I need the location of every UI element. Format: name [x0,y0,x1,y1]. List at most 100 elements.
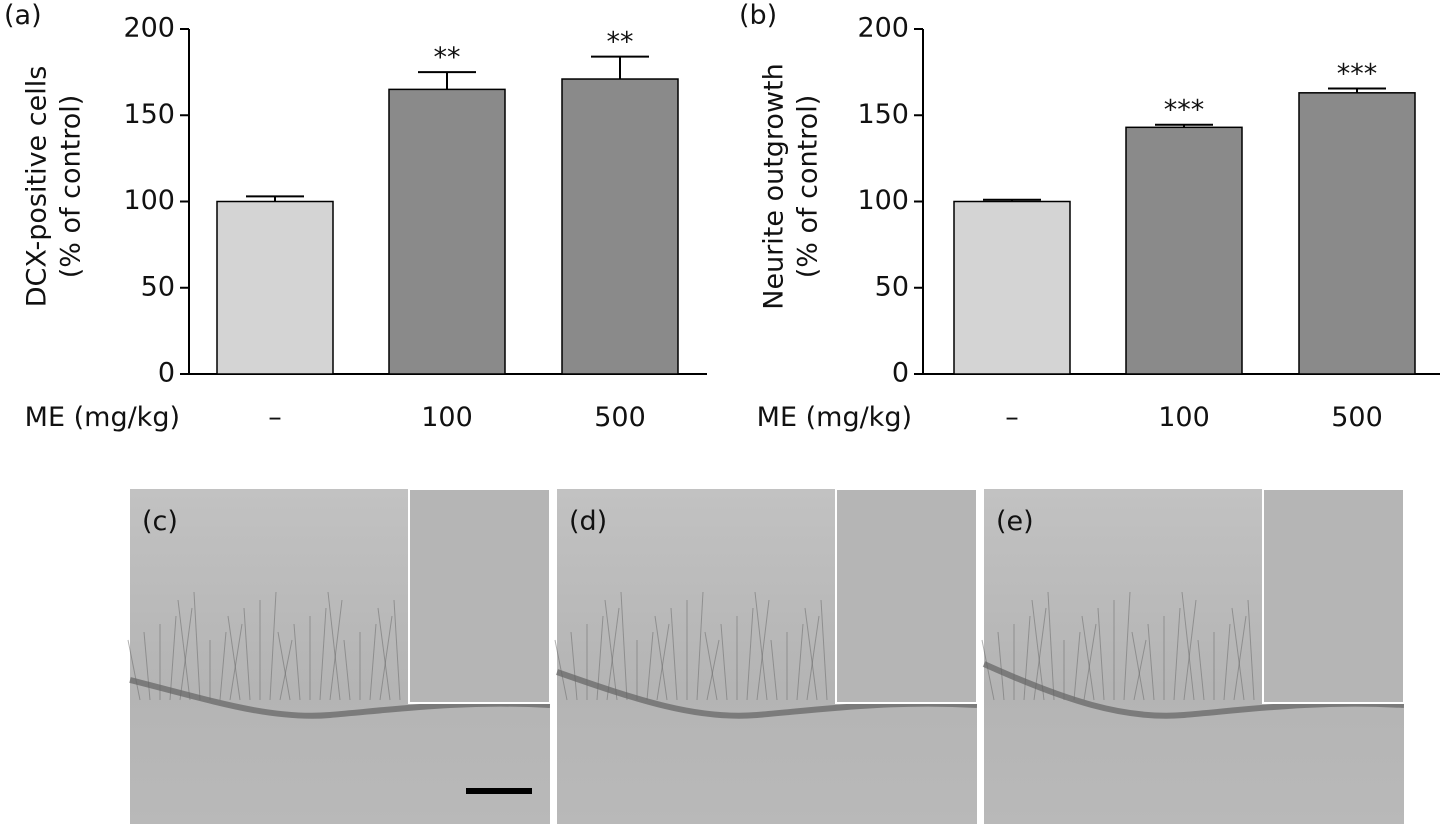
dendrite [269,591,277,701]
dendrite [179,607,193,701]
dendrite [796,623,804,701]
inset [408,488,551,704]
dendrite [1247,599,1255,701]
dendrite [756,599,770,701]
dendrite [243,607,251,701]
x-axis-label: ME (mg/kg) [25,402,180,433]
bar [561,78,679,375]
dendrite [377,607,391,701]
dendrite [1073,631,1081,701]
x-tick-label: 100 [421,402,473,433]
panel-label: (c) [142,506,178,537]
dendrite [369,623,377,701]
y-axis-label: DCX-positive cells [22,66,53,308]
dendrite [1123,591,1131,701]
panel-label: (e) [996,506,1034,537]
x-tick-label: 500 [1331,402,1383,433]
dendrite [804,607,818,701]
dendrite [1083,623,1097,701]
dendrite [820,599,828,701]
significance-label: *** [1164,95,1205,126]
dendrite [319,607,327,701]
dendrite [227,615,241,701]
panel-label: (b) [739,0,777,31]
x-tick-label: – [268,402,282,433]
bar [1125,126,1243,375]
dendrite [1047,591,1055,701]
bar [953,200,1071,375]
dendrite [670,607,678,701]
panel-label: (a) [4,0,42,31]
dendrite [720,623,728,701]
dendrite [604,599,618,701]
bar [216,200,334,375]
y-tick-label: 50 [875,271,909,302]
y-tick-label: 150 [857,99,909,130]
y-tick-label: 0 [892,358,909,389]
x-tick-label: 100 [1158,402,1210,433]
dendrite [393,599,401,701]
dendrite [1173,607,1181,701]
dendrite [379,615,393,701]
y-tick-label: 50 [141,271,175,302]
dendrite [997,631,1005,701]
dendrite [293,623,301,701]
y-tick-label: 100 [857,185,909,216]
dendrite [279,639,293,701]
dendrite [143,631,151,701]
y-tick-label: 200 [123,13,175,44]
dendrite [554,639,568,701]
dendrite [169,615,177,701]
dendrite [219,631,227,701]
y-axis-label: (% of control) [56,95,87,279]
inset [1262,488,1405,704]
dendrite [596,615,604,701]
y-tick-label: 100 [123,185,175,216]
dendrite [656,623,670,701]
dendrite [1133,639,1147,701]
dendrite [620,591,628,701]
dendrite [1231,607,1245,701]
scale-bar [466,788,532,794]
dendrite [704,631,718,701]
y-tick-label: 0 [158,358,175,389]
dendrite [1097,607,1105,701]
dendrite [1081,615,1095,701]
dendrite [1031,599,1045,701]
dendrite [1131,631,1145,701]
dendrite [1197,639,1205,701]
dendrite [770,639,778,701]
x-tick-label: 500 [594,402,646,433]
dendrite [746,607,754,701]
dendrite [606,607,620,701]
dendrite [193,591,201,701]
y-axis-label: Neurite outgrowth [759,63,790,309]
dendrite [1023,615,1031,701]
dendrite [806,615,820,701]
dendrite [646,631,654,701]
dendrite [1147,623,1155,701]
dendrite [1033,607,1047,701]
dendrite [696,591,704,701]
significance-label: *** [1337,59,1378,90]
bar [388,88,506,375]
dendrite [127,639,141,701]
dendrite [177,599,191,701]
dendrite [654,615,668,701]
y-axis-label: (% of control) [793,95,824,279]
significance-label: ** [434,42,461,73]
dendrite [1183,599,1197,701]
dendrite [1223,623,1231,701]
dendrite [327,591,341,701]
dendrite [706,639,720,701]
image-panels: (c) (d) (e) [127,488,1405,824]
inset [835,488,978,704]
y-tick-label: 150 [123,99,175,130]
x-tick-label: – [1005,402,1019,433]
dendrite [754,591,768,701]
bar [1298,92,1416,375]
dendrite [329,599,343,701]
panel-label: (d) [569,506,607,537]
significance-label: ** [607,27,634,58]
